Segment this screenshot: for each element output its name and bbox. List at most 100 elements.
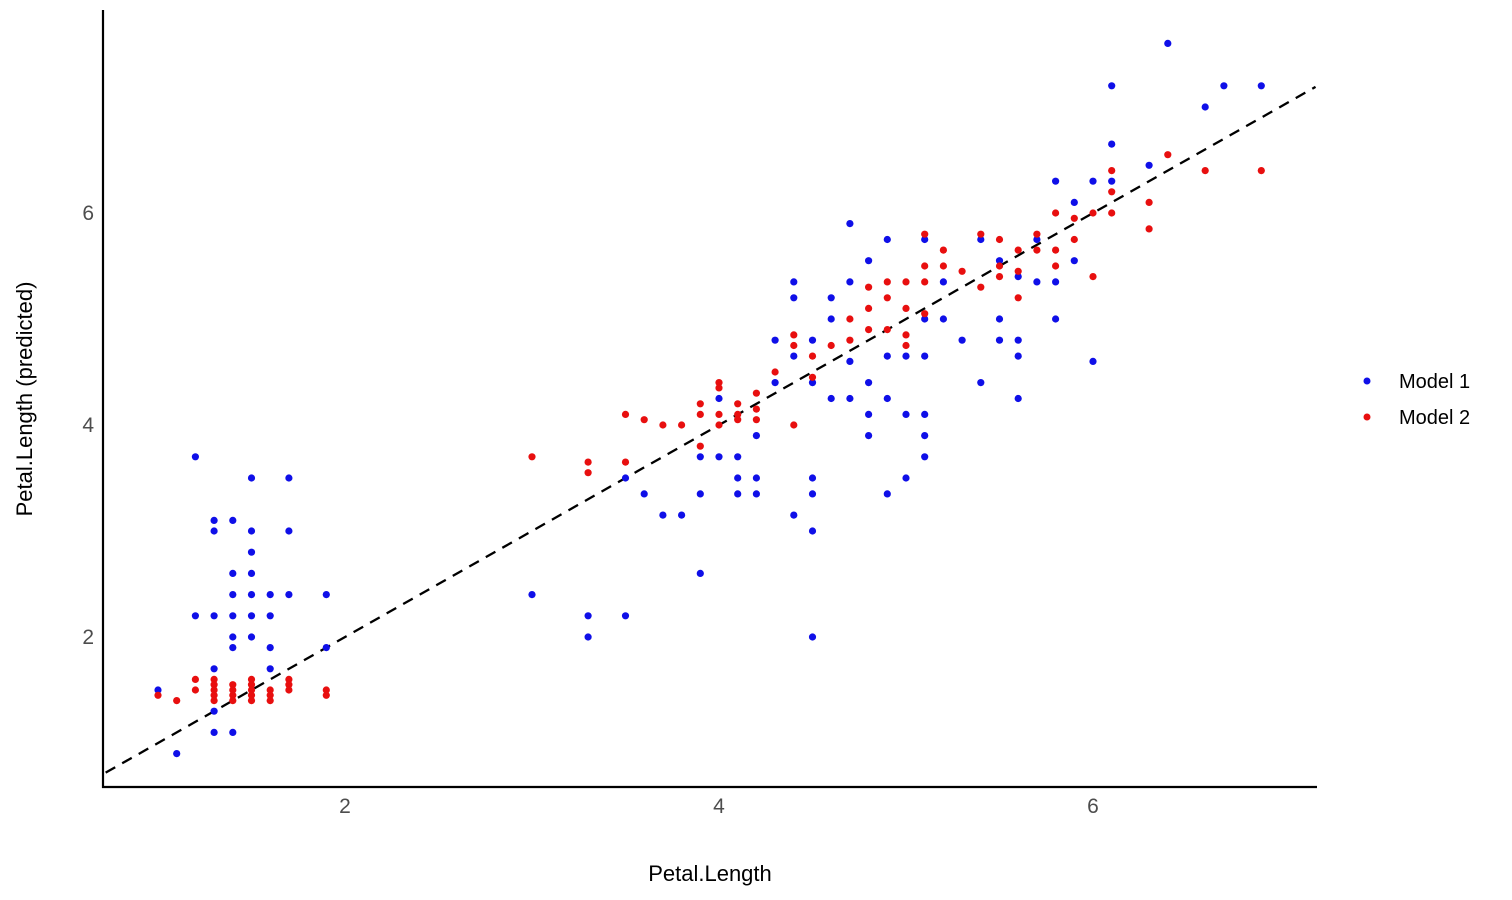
data-point-model2 [229, 686, 237, 694]
data-point-model2 [1108, 188, 1116, 196]
data-point-model2 [752, 389, 761, 397]
data-point-model2 [977, 230, 985, 238]
data-point-model2 [808, 352, 817, 360]
data-point-model1 [210, 527, 218, 535]
data-point-model1 [808, 633, 817, 641]
data-point-model2 [734, 416, 742, 424]
data-point-model1 [734, 453, 742, 461]
data-point-model1 [696, 490, 704, 498]
data-point-model1 [584, 633, 592, 641]
data-point-model2 [285, 675, 293, 684]
data-point-model1 [621, 474, 630, 482]
data-point-model2 [1052, 209, 1060, 217]
data-point-model1 [322, 591, 330, 599]
x-tick-label-6: 6 [1087, 795, 1099, 818]
data-point-model2 [1201, 167, 1209, 175]
data-point-model2 [921, 262, 929, 270]
data-point-model2 [191, 686, 199, 694]
data-point-model1 [1014, 336, 1022, 344]
data-point-model1 [1052, 278, 1060, 286]
data-point-model1 [865, 379, 873, 387]
data-point-model2 [865, 283, 873, 291]
data-point-model1 [939, 315, 948, 323]
data-point-model2 [266, 697, 274, 705]
data-point-model2 [640, 416, 648, 424]
data-point-model1 [1033, 278, 1041, 286]
data-point-model2 [1089, 273, 1097, 281]
data-point-model2 [958, 267, 966, 275]
data-point-model1 [883, 490, 891, 498]
data-point-model2 [790, 341, 798, 350]
data-point-model1 [659, 511, 667, 519]
data-point-model1 [790, 352, 798, 360]
data-point-model1 [865, 410, 873, 418]
data-point-model1 [1108, 140, 1116, 148]
data-point-model1 [229, 591, 237, 599]
data-point-model1 [995, 315, 1004, 323]
data-point-model2 [902, 331, 910, 339]
data-point-model1 [1052, 177, 1060, 185]
data-point-model1 [528, 591, 536, 599]
data-point-model1 [1108, 82, 1116, 90]
data-point-model1 [790, 511, 798, 519]
identity-line [105, 85, 1317, 774]
data-point-model2 [696, 442, 704, 450]
data-point-model2 [210, 697, 218, 705]
data-point-model1 [921, 235, 929, 244]
data-point-model2 [173, 697, 181, 705]
data-point-model1 [1014, 352, 1022, 360]
data-point-model1 [1014, 394, 1022, 403]
data-point-model1 [191, 612, 199, 620]
data-point-model2 [210, 681, 218, 689]
x-axis-title: Petal.Length [648, 861, 772, 886]
data-point-model1 [1145, 161, 1153, 169]
data-point-model1 [229, 569, 237, 578]
data-point-model1 [1033, 235, 1041, 244]
data-point-model2 [1164, 151, 1172, 159]
data-point-model1 [285, 474, 293, 482]
data-point-model2 [247, 697, 256, 705]
data-point-model1 [266, 612, 274, 620]
data-point-model2 [322, 691, 330, 699]
data-point-model2 [285, 681, 293, 689]
data-point-model2 [715, 421, 723, 429]
data-point-model1 [1108, 177, 1116, 185]
data-point-model1 [247, 569, 256, 578]
data-point-model1 [808, 336, 817, 344]
data-point-model1 [1257, 82, 1265, 90]
data-point-model1 [1220, 82, 1228, 90]
data-point-model1 [1164, 39, 1172, 48]
data-point-model2 [902, 341, 910, 350]
data-point-model2 [247, 681, 256, 689]
data-point-model2 [939, 246, 948, 254]
data-point-model1 [752, 474, 761, 482]
data-point-model1 [210, 665, 218, 673]
data-point-model2 [1052, 246, 1060, 254]
data-point-model2 [902, 278, 910, 286]
data-point-model1 [696, 453, 704, 461]
data-point-model1 [285, 527, 293, 535]
data-point-model2 [1033, 246, 1041, 254]
y-tick-label-4: 4 [82, 414, 94, 437]
data-point-model1 [210, 728, 218, 737]
legend-label-model2: Model 2 [1399, 407, 1470, 429]
data-point-model2 [939, 262, 948, 270]
data-point-model1 [865, 257, 873, 265]
data-point-model1 [827, 394, 835, 403]
data-point-model2 [678, 421, 686, 429]
data-point-model2 [210, 691, 218, 699]
data-point-model1 [902, 352, 910, 360]
data-point-model1 [958, 336, 966, 344]
data-point-model1 [285, 591, 293, 599]
data-point-model2 [621, 410, 630, 418]
data-point-model2 [977, 283, 985, 291]
data-point-model2 [846, 315, 854, 323]
x-tick-label-4: 4 [713, 795, 725, 818]
data-point-model2 [883, 326, 891, 334]
data-point-model1 [715, 453, 723, 461]
y-tick-label-2: 2 [82, 626, 94, 649]
data-point-model1 [715, 394, 723, 403]
data-point-model2 [696, 410, 704, 418]
data-point-model1 [266, 591, 274, 599]
data-point-model2 [1145, 225, 1153, 233]
